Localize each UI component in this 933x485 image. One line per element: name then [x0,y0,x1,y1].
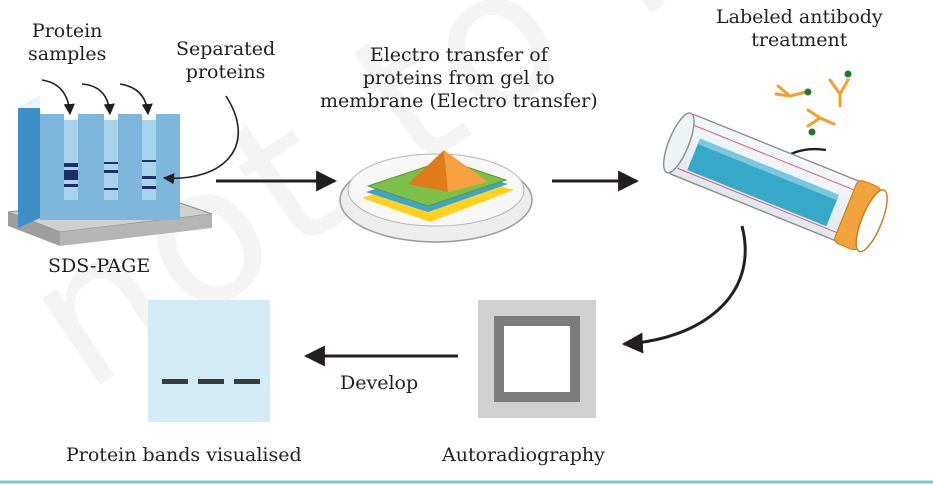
gel-band [142,186,156,189]
label-autoradiography: Autoradiography [442,444,605,466]
gel-band [64,184,78,187]
visualised-band [162,379,188,384]
bands-background [148,300,270,422]
gel-lane-1 [64,120,78,200]
tube-cap-face [855,189,888,253]
gel-pyramid-left [408,150,448,192]
label-sds-page: SDS-PAGE [48,255,151,277]
tube-membrane [687,142,838,227]
sample-arrow-2 [81,83,115,116]
gel-band [142,176,156,179]
gel-lane-2 [104,120,118,200]
label-labeled-antibody: Labeled antibody treatment [716,6,883,51]
antibody-group [774,70,852,136]
label-separated-proteins: Separated proteins [176,38,276,83]
tube-membrane-edge [697,138,840,201]
sample-arrow-1 [41,79,75,116]
electro-transfer-dish [339,150,533,243]
label-electro-transfer: Electro transfer of proteins from gel to… [320,44,598,112]
autoradiography-film [478,300,596,418]
label-develop: Develop [340,372,419,394]
protein-bands-panel [148,300,270,422]
sds-page-gel [7,96,213,246]
sample-arrow-3 [119,83,153,116]
gel-well-1 [64,112,78,120]
tube-red-line [677,125,855,234]
antibody-icon [828,70,852,108]
visualised-band [198,379,224,384]
gel-band [142,160,156,162]
gel-band [104,162,118,164]
gel-band [104,188,118,190]
process-arrows [216,147,827,367]
antibody-icon [774,84,812,98]
gel-band [104,170,118,173]
separated-pointer-arrow [162,95,239,185]
arrow-tube-to-autorad [621,225,747,354]
gel-pyramid-right [444,150,488,192]
label-protein-samples: Protein samples [28,20,107,65]
hybridization-tube [662,112,888,253]
gel-well-2 [104,112,118,120]
gel-band [64,170,78,180]
gel-band [64,163,78,167]
sample-pointer-arrows [41,79,239,185]
label-protein-bands: Protein bands visualised [66,444,302,466]
gel-well-3 [142,112,156,120]
antibody-icon [806,108,836,136]
autorad-inner [504,326,570,392]
gel-base-side [60,214,212,246]
visualised-band [234,379,260,384]
gel-side-face [18,96,40,228]
tube-end-left [662,112,695,174]
